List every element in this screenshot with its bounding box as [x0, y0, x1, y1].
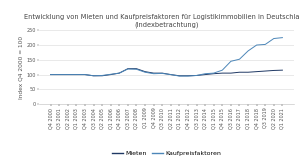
Kaufpreisfaktoren [92, 75, 95, 77]
Kaufpreisfaktoren [83, 74, 87, 76]
Mieten [49, 74, 52, 76]
Kaufpreisfaktoren [238, 58, 241, 60]
Kaufpreisfaktoren [152, 73, 155, 75]
Kaufpreisfaktoren [118, 72, 121, 74]
Mieten [280, 69, 284, 71]
Mieten [186, 75, 190, 77]
Mieten [246, 71, 250, 73]
Kaufpreisfaktoren [178, 75, 181, 77]
Mieten [229, 72, 233, 74]
Kaufpreisfaktoren [212, 72, 215, 74]
Kaufpreisfaktoren [246, 50, 250, 52]
Legend: Mieten, Kaufpreisfaktoren: Mieten, Kaufpreisfaktoren [109, 148, 224, 159]
Kaufpreisfaktoren [74, 74, 78, 76]
Kaufpreisfaktoren [100, 74, 104, 76]
Mieten [255, 71, 259, 73]
Mieten [195, 74, 198, 76]
Kaufpreisfaktoren [169, 74, 172, 76]
Mieten [263, 70, 267, 72]
Kaufpreisfaktoren [57, 74, 61, 76]
Kaufpreisfaktoren [143, 71, 147, 73]
Mieten [212, 73, 215, 75]
Mieten [272, 69, 276, 71]
Mieten [152, 72, 155, 74]
Mieten [66, 74, 70, 76]
Mieten [100, 75, 104, 77]
Y-axis label: Index Q4 2000 = 100: Index Q4 2000 = 100 [18, 36, 23, 99]
Kaufpreisfaktoren [49, 74, 52, 76]
Line: Kaufpreisfaktoren: Kaufpreisfaktoren [51, 38, 282, 76]
Kaufpreisfaktoren [135, 68, 138, 70]
Mieten [143, 71, 147, 73]
Mieten [74, 74, 78, 76]
Mieten [92, 75, 95, 77]
Mieten [126, 68, 130, 70]
Mieten [238, 71, 241, 73]
Kaufpreisfaktoren [280, 37, 284, 39]
Kaufpreisfaktoren [66, 74, 70, 76]
Kaufpreisfaktoren [272, 37, 276, 39]
Mieten [135, 68, 138, 70]
Mieten [220, 72, 224, 74]
Mieten [57, 74, 61, 76]
Title: Entwicklung von Mieten und Kaufpreisfaktoren für Logistikimmobilien in Deutschla: Entwicklung von Mieten und Kaufpreisfakt… [25, 14, 300, 28]
Mieten [160, 72, 164, 74]
Mieten [203, 74, 207, 76]
Mieten [83, 74, 87, 76]
Kaufpreisfaktoren [186, 75, 190, 77]
Kaufpreisfaktoren [195, 74, 198, 76]
Kaufpreisfaktoren [160, 72, 164, 74]
Kaufpreisfaktoren [220, 69, 224, 71]
Mieten [109, 74, 112, 76]
Kaufpreisfaktoren [203, 73, 207, 75]
Kaufpreisfaktoren [255, 44, 259, 46]
Mieten [118, 72, 121, 74]
Mieten [169, 74, 172, 76]
Kaufpreisfaktoren [126, 68, 130, 70]
Line: Mieten: Mieten [51, 69, 282, 76]
Kaufpreisfaktoren [263, 43, 267, 45]
Mieten [178, 75, 181, 77]
Kaufpreisfaktoren [109, 73, 112, 75]
Kaufpreisfaktoren [229, 60, 233, 62]
